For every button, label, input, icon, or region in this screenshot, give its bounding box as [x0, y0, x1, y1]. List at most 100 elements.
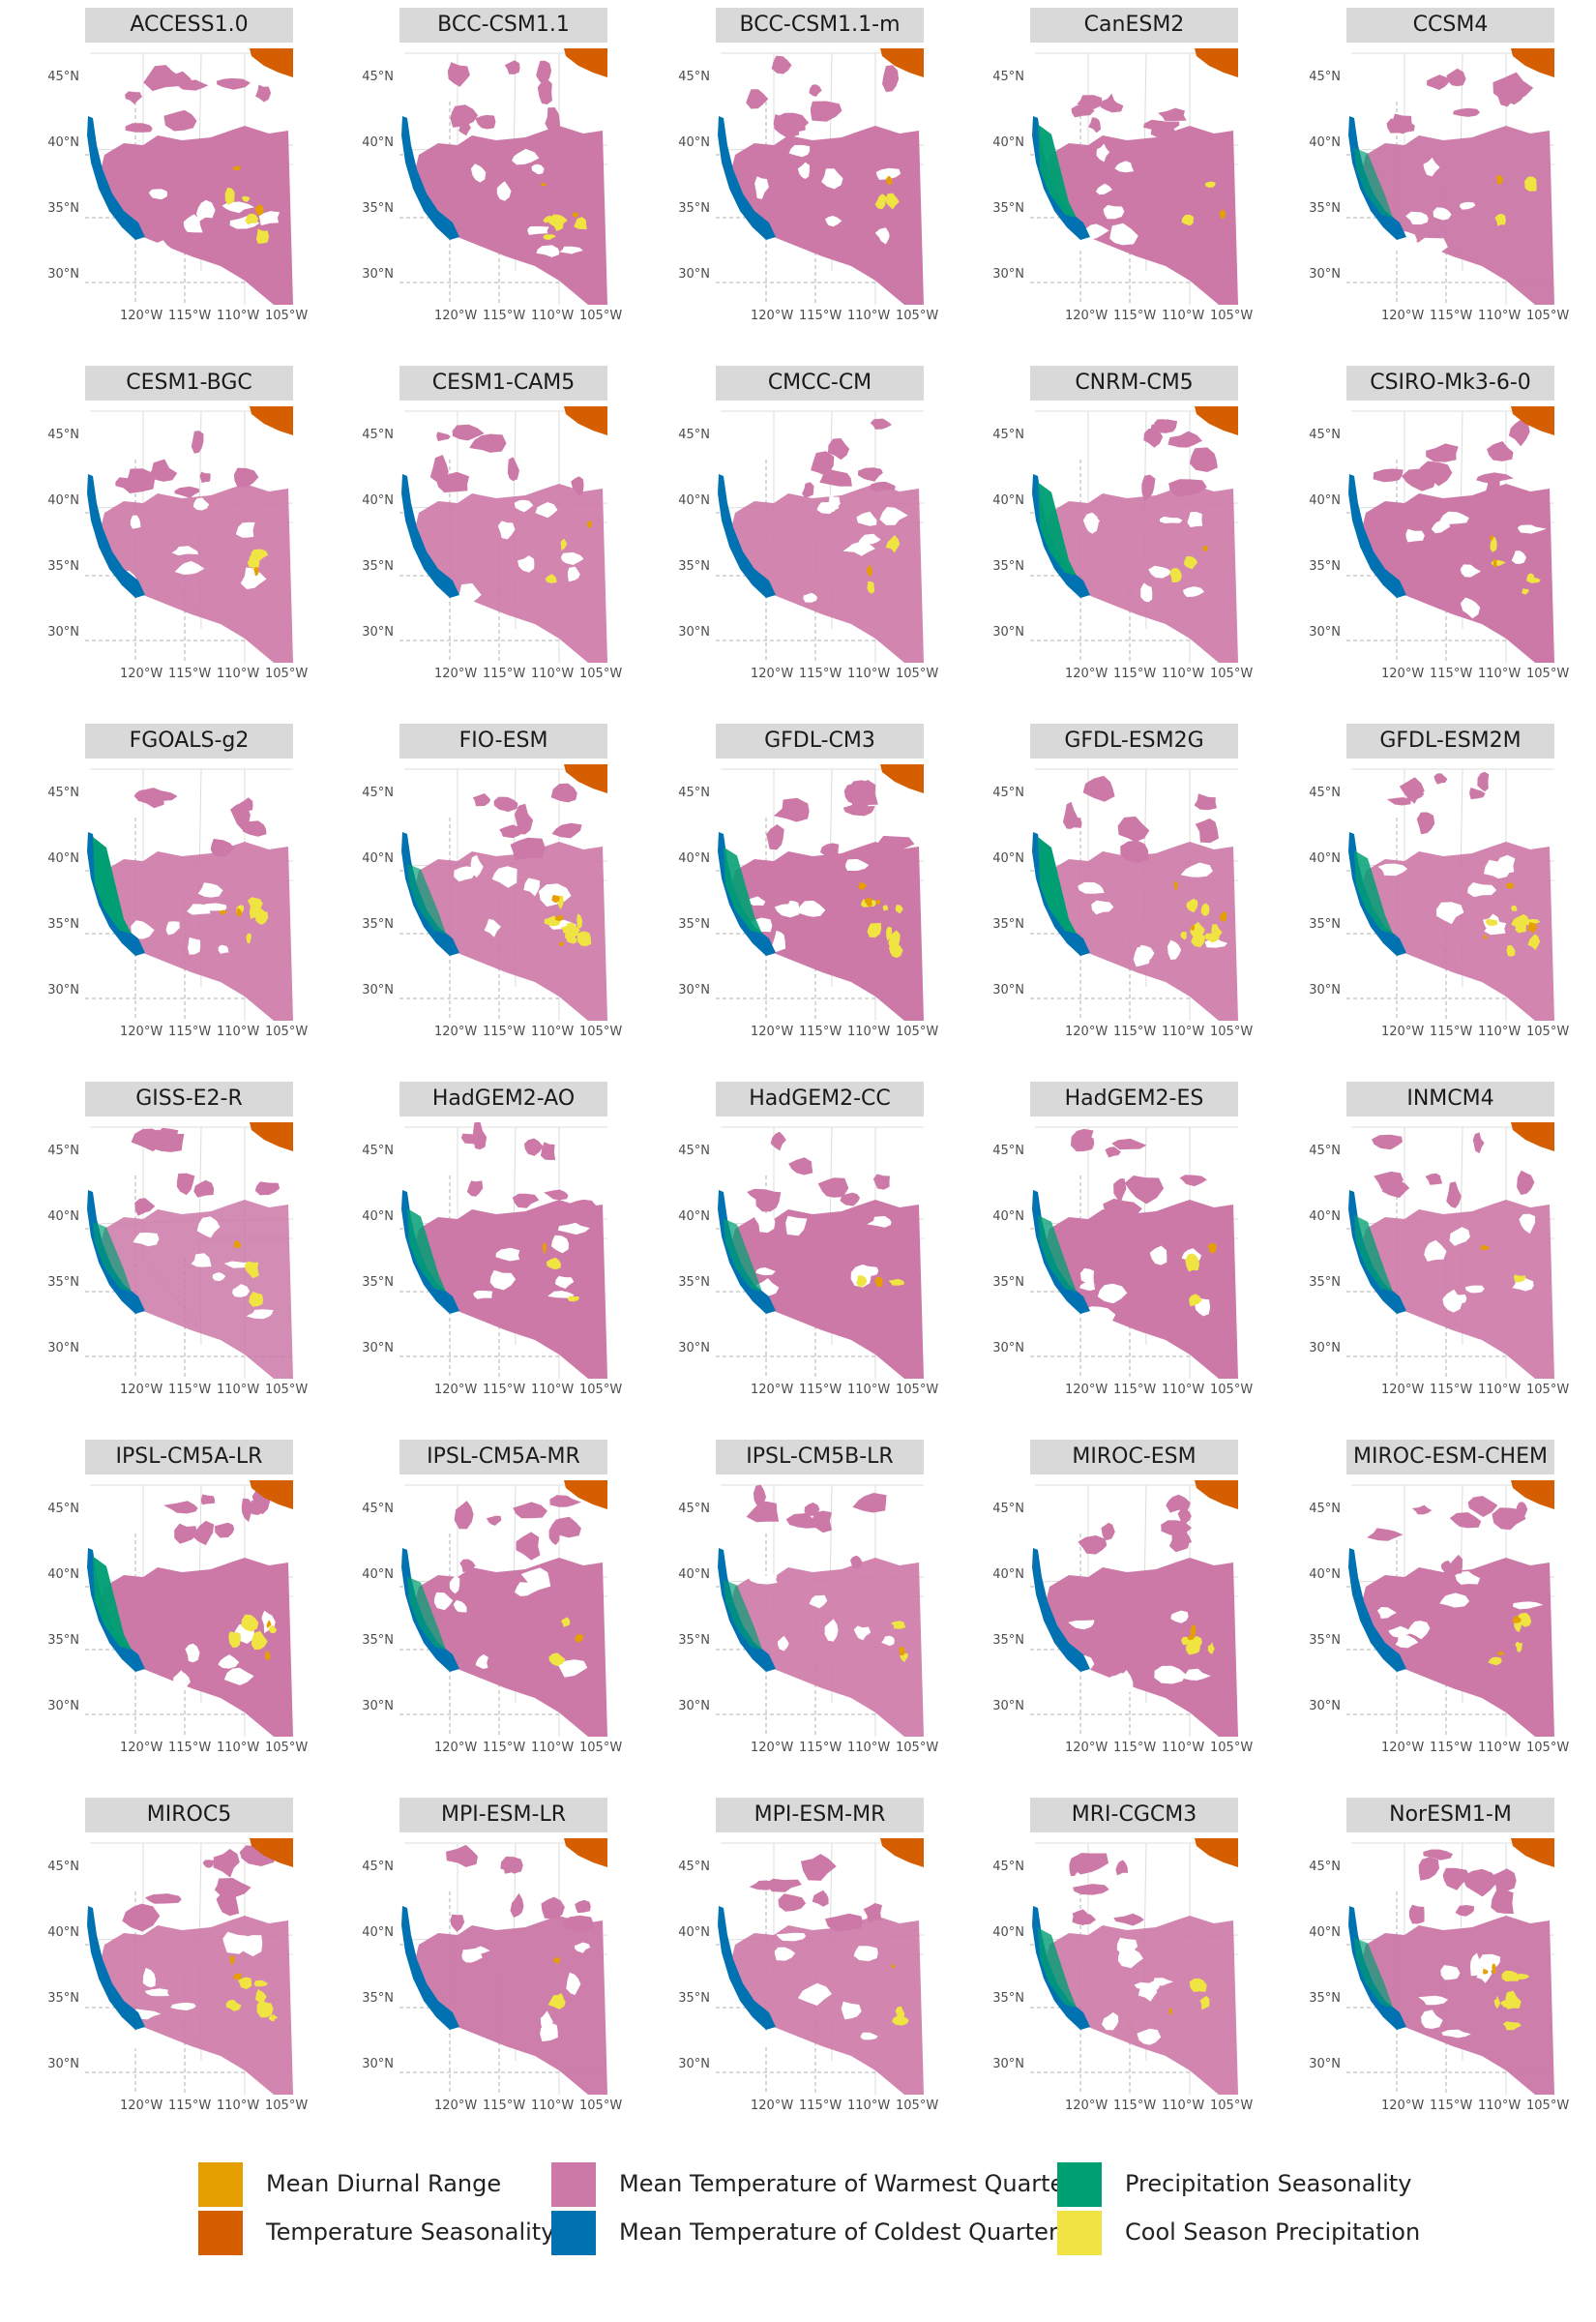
x-tick-label: 105°W: [896, 309, 938, 323]
x-tick-label: 110°W: [217, 309, 259, 323]
x-tick-label: 110°W: [1478, 1025, 1521, 1039]
y-tick-label: 30°N: [29, 1699, 79, 1713]
warmest-quarter-patch: [549, 1519, 562, 1545]
y-tick-label: 35°N: [29, 1633, 79, 1648]
region-map: [1346, 48, 1554, 305]
x-tick-label: 115°W: [1113, 309, 1156, 323]
x-tick-label: 120°W: [434, 667, 477, 681]
y-tick-label: 35°N: [29, 1991, 79, 2006]
x-tick-label: 110°W: [847, 1383, 890, 1397]
x-tick-label: 105°W: [896, 1025, 938, 1039]
panel-title: GISS-E2-R: [85, 1082, 293, 1116]
y-tick-label: 30°N: [660, 2057, 710, 2071]
y-tick-label: 35°N: [660, 559, 710, 574]
y-tick-label: 45°N: [29, 1144, 79, 1158]
panel-title: CCSM4: [1346, 8, 1554, 43]
warmest-quarter-patch: [1487, 441, 1513, 461]
y-tick-label: 40°N: [29, 1567, 79, 1582]
x-tick-label: 120°W: [1065, 2099, 1108, 2113]
x-tick-label: 105°W: [579, 1383, 622, 1397]
map-area: [85, 1480, 293, 1737]
x-tick-label: 110°W: [531, 1383, 574, 1397]
x-tick-label: 115°W: [168, 667, 211, 681]
region-map: [399, 1122, 607, 1379]
warmest-quarter-patch: [125, 91, 142, 104]
warmest-quarter-patch: [746, 89, 768, 108]
x-tick-label: 120°W: [751, 1025, 793, 1039]
region-map: [85, 1838, 293, 2095]
region-map: [1030, 406, 1238, 663]
region-map: [399, 1480, 607, 1737]
warmest-quarter-patch: [487, 1516, 502, 1526]
warmest-quarter-patch: [1066, 816, 1082, 828]
panel-title: MPI-ESM-MR: [716, 1798, 924, 1832]
x-tick-label: 120°W: [1381, 2099, 1424, 2113]
warmest-quarter-patch: [1372, 1135, 1403, 1149]
map-area: [1346, 764, 1554, 1021]
x-tick-label: 115°W: [483, 2099, 525, 2113]
y-tick-label: 30°N: [29, 1341, 79, 1355]
x-tick-label: 115°W: [799, 1383, 842, 1397]
x-tick-label: 115°W: [1430, 667, 1472, 681]
map-area: [85, 406, 293, 663]
warmest-quarter-patch: [242, 1499, 253, 1523]
y-tick-label: 35°N: [29, 559, 79, 574]
warmest-quarter-patch: [1417, 813, 1435, 835]
warmest-quarter-patch: [1473, 1132, 1485, 1153]
y-tick-label: 30°N: [1290, 625, 1341, 640]
warmest-quarter-patch: [174, 487, 199, 498]
y-tick-label: 30°N: [974, 267, 1024, 282]
warmest-quarter-patch: [545, 107, 560, 131]
x-tick-label: 115°W: [799, 1741, 842, 1755]
x-tick-label: 115°W: [168, 1383, 211, 1397]
warmest-quarter-patch: [240, 797, 253, 811]
map-area: [1346, 48, 1554, 305]
x-tick-label: 120°W: [1065, 1741, 1108, 1755]
y-tick-label: 35°N: [660, 917, 710, 932]
warmest-quarter-patch: [475, 115, 495, 130]
x-tick-label: 105°W: [1210, 1741, 1253, 1755]
panel-title: MPI-ESM-LR: [399, 1798, 607, 1832]
temperature-seasonality-region: [1511, 1122, 1554, 1151]
x-tick-label: 115°W: [1113, 1741, 1156, 1755]
warmest-quarter-patch: [852, 1493, 886, 1513]
y-tick-label: 35°N: [1290, 917, 1341, 932]
region-map: [399, 764, 607, 1021]
map-area: [1030, 406, 1238, 663]
warmest-quarter-patch: [494, 797, 518, 813]
unsuitable-gap: [1406, 529, 1425, 543]
warmest-quarter-patch: [882, 65, 899, 92]
x-tick-label: 105°W: [265, 1025, 308, 1039]
y-tick-label: 40°N: [974, 851, 1024, 866]
x-tick-label: 115°W: [168, 1741, 211, 1755]
x-tick-label: 110°W: [1162, 2099, 1204, 2113]
unsuitable-gap: [188, 938, 200, 955]
map-area: [1346, 1838, 1554, 2095]
warmest-quarter-patch: [1195, 793, 1217, 810]
x-tick-label: 115°W: [1113, 667, 1156, 681]
temperature-seasonality-region: [250, 406, 293, 435]
x-tick-label: 105°W: [1210, 667, 1253, 681]
map-area: [716, 764, 924, 1021]
x-tick-label: 115°W: [799, 309, 842, 323]
map-area: [716, 1838, 924, 2095]
map-area: [399, 1480, 607, 1737]
map-area: [1030, 764, 1238, 1021]
y-tick-label: 30°N: [29, 625, 79, 640]
x-tick-label: 115°W: [1430, 2099, 1472, 2113]
y-tick-label: 45°N: [29, 70, 79, 84]
map-area: [85, 1838, 293, 2095]
y-tick-label: 35°N: [29, 1275, 79, 1290]
y-tick-label: 45°N: [974, 1144, 1024, 1158]
x-tick-label: 110°W: [1478, 667, 1521, 681]
x-tick-label: 105°W: [1210, 1383, 1253, 1397]
map-area: [1346, 406, 1554, 663]
y-tick-label: 35°N: [974, 559, 1024, 574]
warmest-quarter-patch: [771, 1132, 786, 1151]
y-tick-label: 45°N: [974, 1502, 1024, 1516]
x-tick-label: 120°W: [120, 1383, 163, 1397]
warmest-quarter-patch: [1477, 772, 1489, 792]
warmest-quarter-patch: [871, 419, 892, 430]
region-map: [1346, 764, 1554, 1021]
y-tick-label: 40°N: [29, 1925, 79, 1940]
